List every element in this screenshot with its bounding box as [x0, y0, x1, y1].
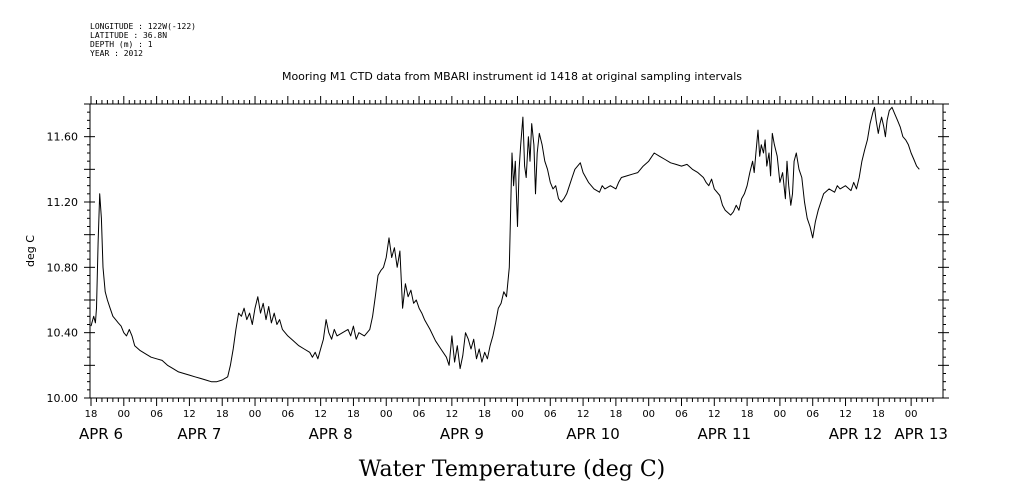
plot-frame [89, 103, 944, 399]
x-hour-tick-label: 18 [610, 409, 623, 420]
x-day-label: APR 9 [440, 425, 484, 443]
meta-depth: DEPTH (m) : 1 [90, 40, 153, 49]
meta-year: YEAR : 2012 [90, 49, 143, 58]
series-line [90, 106, 920, 383]
x-hour-tick-label: 12 [183, 409, 196, 420]
x-day-label: APR 6 [79, 425, 123, 443]
x-hour-tick-label: 00 [380, 409, 393, 420]
x-hour-tick-label: 18 [741, 409, 754, 420]
x-hour-tick-label: 18 [478, 409, 491, 420]
x-hour-tick-label: 00 [774, 409, 787, 420]
x-hour-tick-label: 06 [281, 409, 294, 420]
x-day-label: APR 8 [309, 425, 353, 443]
y-axis-label: deg C [24, 235, 37, 267]
x-hour-tick-label: 12 [577, 409, 590, 420]
y-tick-label: 11.60 [47, 131, 79, 144]
x-hour-tick-label: 00 [642, 409, 655, 420]
x-hour-tick-label: 06 [150, 409, 163, 420]
x-hour-tick-label: 06 [675, 409, 688, 420]
axes: 18 00 06 12 18 00 06 12 18 00 06 12 18 00 06 12 18 00 06 12… [47, 96, 949, 443]
x-hour-tick-label: 18 [872, 409, 885, 420]
y-tick-label: 10.00 [47, 392, 79, 405]
y-tick-label: 11.20 [47, 196, 79, 209]
x-day-label: APR 13 [894, 425, 948, 443]
x-hour-tick-label: 06 [806, 409, 819, 420]
x-hour-tick-label: 06 [413, 409, 426, 420]
meta-longitude: LONGITUDE : 122W(-122) [90, 22, 196, 31]
x-hour-tick-label: 12 [314, 409, 327, 420]
metadata-block: LONGITUDE : 122W(-122) LATITUDE : 36.8N … [90, 22, 196, 58]
x-hour-tick-label: 00 [905, 409, 918, 420]
x-hour-tick-label: 00 [249, 409, 262, 420]
x-hour-tick-label: 00 [117, 409, 130, 420]
x-hour-tick-label: 12 [839, 409, 852, 420]
series-layer [90, 106, 920, 383]
x-hour-tick-label: 18 [347, 409, 360, 420]
x-day-label: APR 11 [698, 425, 752, 443]
meta-latitude: LATITUDE : 36.8N [90, 31, 168, 40]
x-hour-tick-label: 18 [216, 409, 229, 420]
x-day-label: APR 7 [177, 425, 221, 443]
x-hour-tick-label: 12 [708, 409, 721, 420]
x-day-label: APR 10 [566, 425, 620, 443]
x-axis-label: Water Temperature (deg C) [359, 457, 666, 482]
x-hour-tick-label: 06 [544, 409, 557, 420]
chart-title: Mooring M1 CTD data from MBARI instrumen… [282, 70, 742, 83]
y-tick-label: 10.80 [47, 261, 79, 274]
x-hour-tick-label: 00 [511, 409, 524, 420]
x-hour-tick-label: 18 [85, 409, 98, 420]
x-hour-tick-label: 12 [445, 409, 458, 420]
x-day-label: APR 12 [829, 425, 883, 443]
y-tick-label: 10.40 [47, 327, 79, 340]
